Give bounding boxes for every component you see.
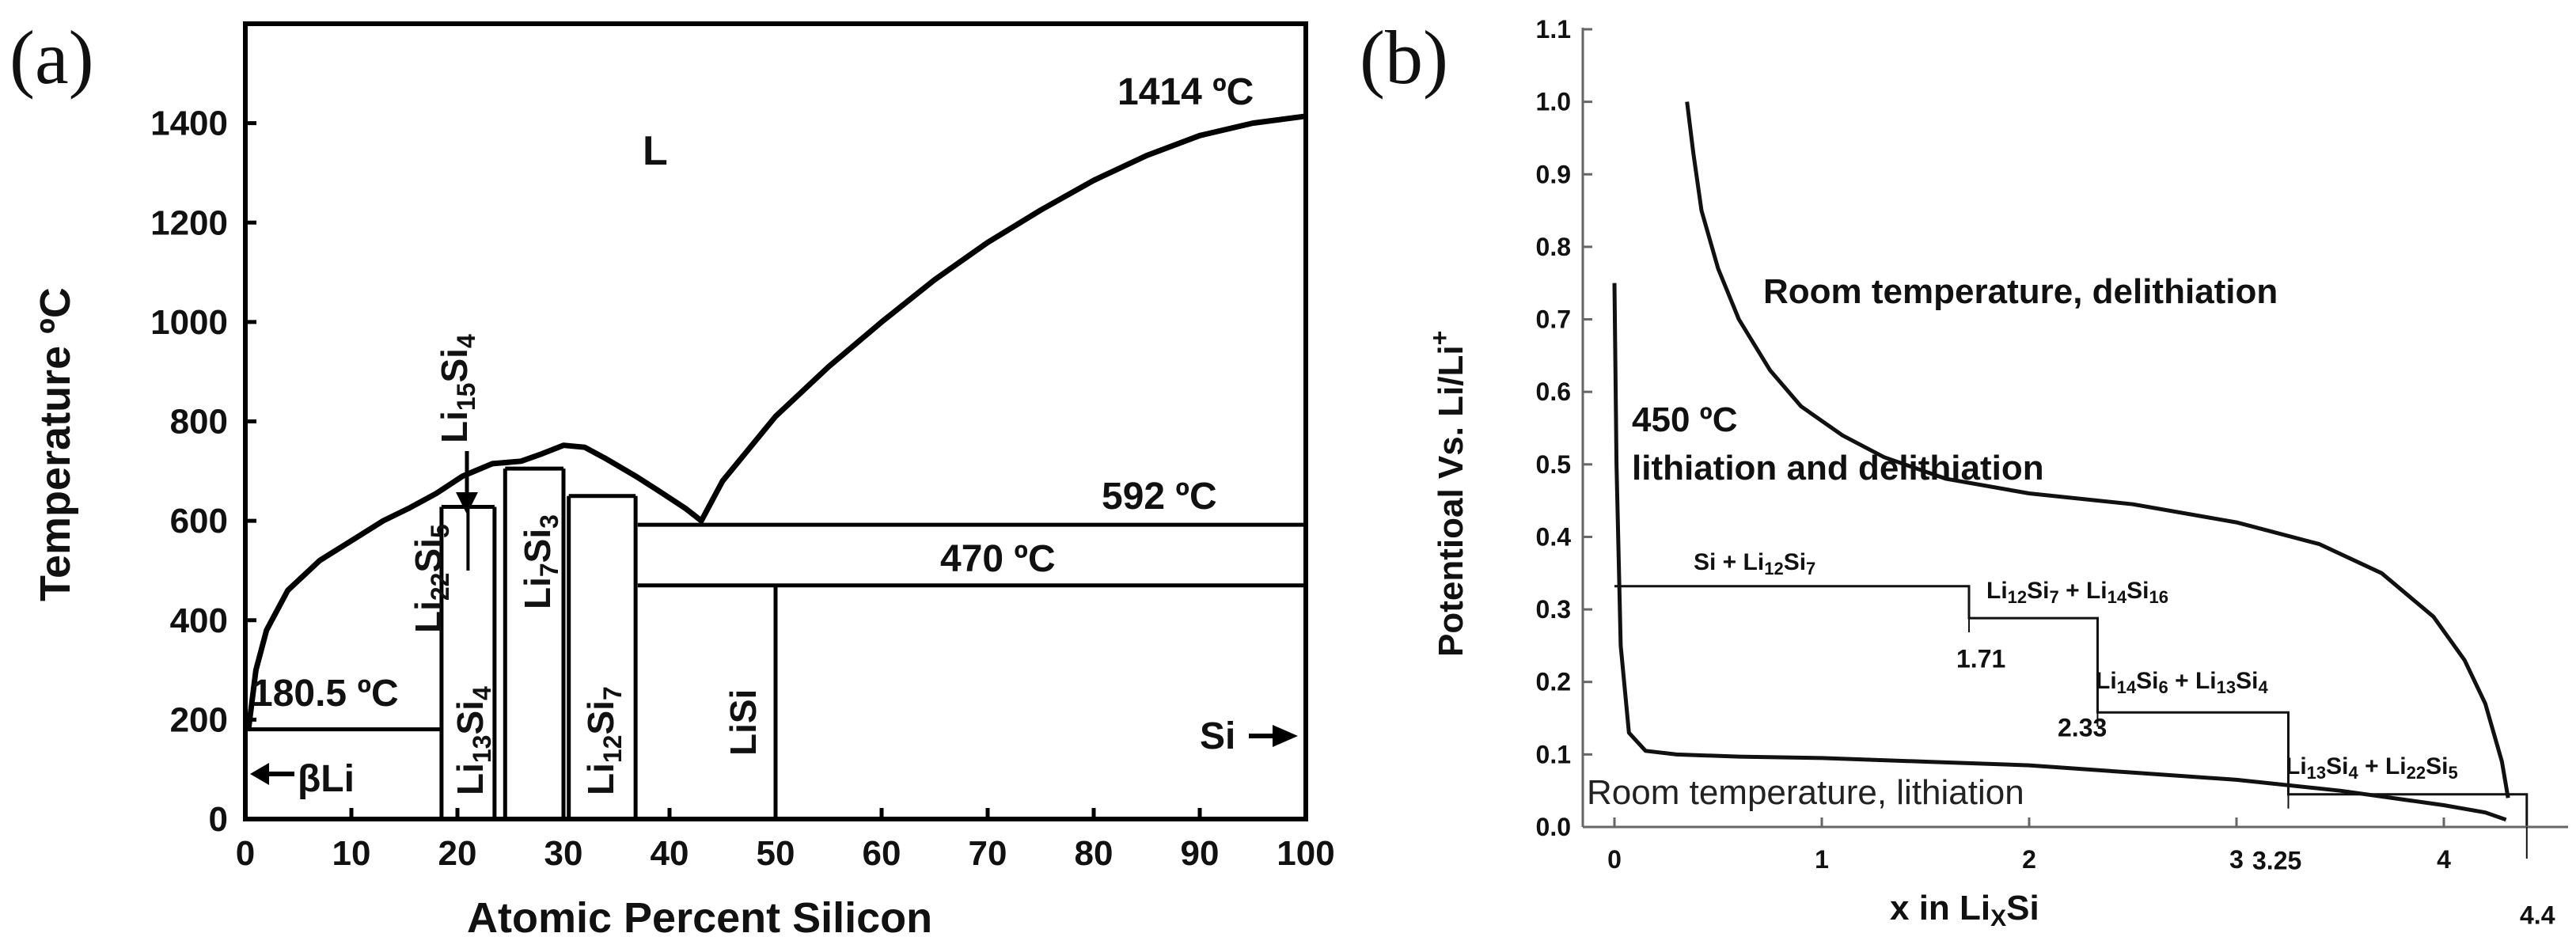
panel-b-step-markers: 1.71 2.33 3.25 4.4 bbox=[1956, 618, 2555, 929]
phase-label-li22si5: Li22Si5 bbox=[408, 524, 454, 633]
step-marker-label-1: 2.33 bbox=[2058, 713, 2107, 741]
si-arrow-head bbox=[1273, 725, 1298, 747]
y-tick-label-1200: 1200 bbox=[150, 203, 228, 242]
x-tick-label-30: 30 bbox=[544, 834, 583, 873]
x-tick-label-0: 0 bbox=[236, 834, 255, 873]
panel-a-470-label: 470 ºC bbox=[940, 538, 1056, 580]
step-marker-label-3: 4.4 bbox=[2520, 901, 2555, 929]
x-tick-label-70: 70 bbox=[969, 834, 1007, 873]
label-450c: 450 ºC bbox=[1632, 400, 1737, 439]
y-tick-label-1000: 1000 bbox=[150, 303, 228, 342]
label-rt-lithiation: Room temperature, lithiation bbox=[1587, 773, 2024, 812]
panel-a-ylabel: Temperature ºC bbox=[32, 287, 79, 601]
x-tick-label-80: 80 bbox=[1075, 834, 1113, 873]
y-tick-label-600: 600 bbox=[170, 502, 228, 540]
step-marker-label-2: 3.25 bbox=[2252, 847, 2301, 875]
panel-a-betali-label: βLi bbox=[298, 758, 355, 800]
y-tick-label-400: 400 bbox=[170, 601, 228, 640]
label-450c-mode: lithiation and delithiation bbox=[1632, 449, 2044, 487]
b-y-tick-label-0.8: 0.8 bbox=[1536, 233, 1571, 261]
phase-label-li13si4: Li13Si4 bbox=[450, 686, 496, 795]
panel-a-592-label: 592 ºC bbox=[1102, 476, 1217, 518]
series-2 bbox=[1614, 585, 2529, 827]
b-y-tick-label-0.7: 0.7 bbox=[1536, 305, 1571, 334]
betali-arrow-head bbox=[250, 763, 269, 785]
y-tick-label-1400: 1400 bbox=[150, 104, 228, 143]
plateau-label-2: Li12Si7 + Li14Si16 bbox=[1986, 578, 2168, 607]
y-tick-label-0: 0 bbox=[209, 800, 228, 839]
plateau-label-4: Li13Si4 + Li22Si5 bbox=[2286, 753, 2458, 783]
panel-a-xlabel: Atomic Percent Silicon bbox=[467, 894, 932, 942]
phase-label-li15si4: Li15Si4 bbox=[434, 334, 480, 443]
x-tick-label-50: 50 bbox=[757, 834, 795, 873]
phase-label-lisi: LiSi bbox=[723, 689, 764, 756]
b-y-tick-label-0: 0.0 bbox=[1536, 813, 1571, 841]
phase-label-li7si3: Li7Si3 bbox=[517, 514, 563, 609]
x-tick-label-90: 90 bbox=[1181, 834, 1220, 873]
panel-a-ticks: 0 10 20 30 40 50 60 70 80 90 100020040060080010001… bbox=[150, 104, 1335, 873]
b-y-tick-label-0.4: 0.4 bbox=[1536, 522, 1572, 551]
panel-a-1414-label: 1414 ºC bbox=[1117, 71, 1254, 113]
b-x-tick-label-1: 1 bbox=[1815, 845, 1829, 874]
panel-b-ylabel: Potentioal Vs. Li/Li+ bbox=[1425, 331, 1470, 657]
b-x-tick-label-3: 3 bbox=[2229, 845, 2244, 874]
li15si4-arrow-head bbox=[456, 492, 478, 514]
plateau-label-1: Si + Li12Si7 bbox=[1694, 549, 1815, 578]
phase-label-li12si7: Li12Si7 bbox=[580, 686, 627, 795]
b-y-tick-label-0.3: 0.3 bbox=[1536, 595, 1571, 624]
b-y-tick-label-1.1: 1.1 bbox=[1536, 15, 1571, 44]
series-0 bbox=[1612, 283, 2507, 822]
panel-a-si-label: Si bbox=[1200, 715, 1235, 757]
panel-a-liquid-label: L bbox=[643, 128, 668, 174]
b-y-tick-label-0.9: 0.9 bbox=[1536, 160, 1571, 188]
b-y-tick-label-0.1: 0.1 bbox=[1536, 740, 1571, 768]
panel-b-xlabel: x in LiXSi bbox=[1890, 889, 2039, 931]
panel-b-label: (b) bbox=[1360, 15, 1448, 100]
b-x-tick-label-4: 4 bbox=[2437, 845, 2451, 874]
panel-a-label: (a) bbox=[9, 15, 94, 100]
label-rt-delithiation: Room temperature, delithiation bbox=[1763, 272, 2278, 311]
x-tick-label-10: 10 bbox=[332, 834, 371, 873]
y-tick-label-800: 800 bbox=[170, 403, 228, 442]
panel-a-1805-label: 180.5 ºC bbox=[252, 673, 399, 715]
panel-b-curves bbox=[1612, 101, 2529, 827]
b-x-tick-label-0: 0 bbox=[1607, 845, 1622, 874]
x-tick-label-20: 20 bbox=[438, 834, 477, 873]
b-y-tick-label-0.5: 0.5 bbox=[1536, 450, 1571, 479]
b-y-tick-label-1: 1.0 bbox=[1536, 88, 1571, 116]
panel-a-curves bbox=[245, 113, 1307, 819]
x-tick-label-100: 100 bbox=[1277, 834, 1334, 873]
panel-a-frame bbox=[243, 21, 1308, 821]
step-marker-label-0: 1.71 bbox=[1956, 644, 2005, 673]
y-tick-label-200: 200 bbox=[170, 700, 228, 739]
b-y-tick-label-0.2: 0.2 bbox=[1536, 668, 1571, 696]
plateau-label-3: Li14Si6 + Li13Si4 bbox=[2096, 668, 2268, 697]
panel-b-ticks: 0.0 0.1 0.2 0.3 0.4 0.5 0.6 0.7 0.8 0.9 1.0 1.1 0 1 2 3… bbox=[1536, 15, 2452, 874]
x-tick-label-60: 60 bbox=[863, 834, 901, 873]
x-tick-label-40: 40 bbox=[651, 834, 689, 873]
b-x-tick-label-2: 2 bbox=[2022, 845, 2036, 874]
series-1 bbox=[1685, 101, 2510, 798]
b-y-tick-label-0.6: 0.6 bbox=[1536, 377, 1571, 406]
liquidus-curve bbox=[245, 113, 1307, 730]
